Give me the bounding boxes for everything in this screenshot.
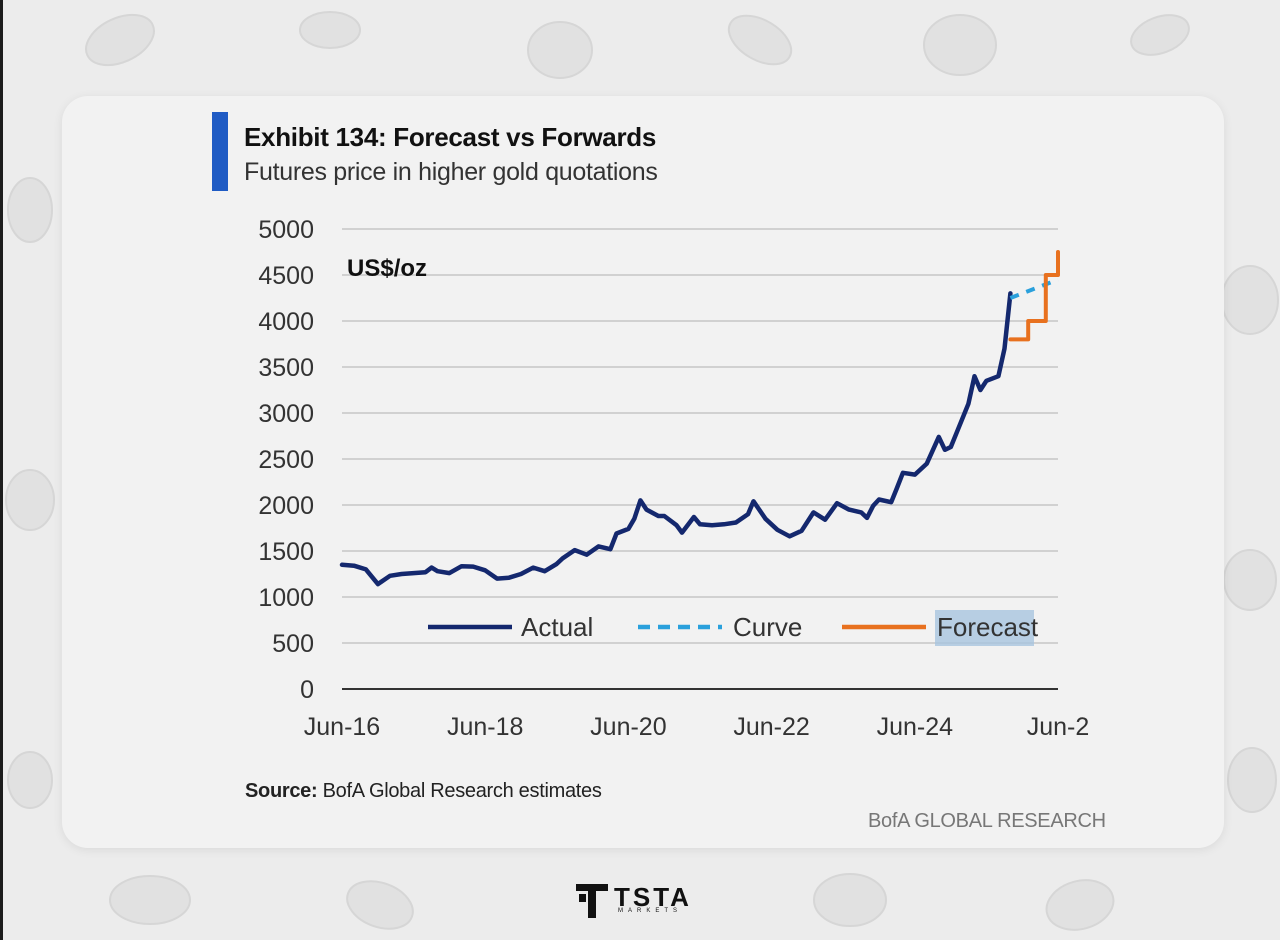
- source-label: Source:: [245, 780, 318, 802]
- x-tick-label: Jun-2: [1027, 713, 1090, 741]
- series-line-curve: [1009, 277, 1059, 300]
- y-tick-label: 4500: [258, 262, 314, 290]
- chart-title: Exhibit 134: Forecast vs Forwards: [244, 122, 657, 152]
- chart-subtitle: Futures price in higher gold quotations: [244, 158, 658, 186]
- x-tick-label: Jun-22: [733, 713, 809, 741]
- y-unit-label: US$/oz: [347, 255, 427, 282]
- y-tick-label: 2000: [258, 492, 314, 520]
- x-tick-label: Jun-24: [877, 713, 954, 741]
- logo-wordmark: TSTA: [614, 882, 692, 912]
- publisher-text: BofA GLOBAL RESEARCH: [868, 810, 1106, 832]
- series-line-actual: [339, 291, 1013, 587]
- x-tick-label: Jun-16: [304, 713, 380, 741]
- legend-label-curve: Curve: [733, 612, 802, 642]
- x-tick-label: Jun-20: [590, 713, 666, 741]
- series-line-forecast: [1008, 250, 1060, 342]
- legend-label-actual: Actual: [521, 612, 593, 642]
- y-tick-label: 3000: [258, 400, 314, 428]
- y-tick-label: 4000: [258, 308, 314, 336]
- y-tick-label: 3500: [258, 354, 314, 382]
- tsta-logo-icon: [576, 884, 608, 918]
- left-edge-bar: [0, 0, 3, 940]
- y-tick-label: 500: [272, 630, 314, 658]
- x-tick-label: Jun-18: [447, 713, 523, 741]
- accent-bar: [212, 112, 228, 191]
- source-note: Source: BofA Global Research estimates: [245, 780, 602, 803]
- logo-subtext: MARKETS: [618, 908, 683, 914]
- tsta-logo: TSTA MARKETS: [574, 880, 714, 920]
- y-tick-label: 1000: [258, 584, 314, 612]
- chart-card: [62, 96, 1224, 848]
- legend-highlight: [935, 610, 1034, 646]
- legend-label-forecast: Forecast: [937, 612, 1039, 642]
- y-tick-label: 1500: [258, 538, 314, 566]
- y-tick-label: 0: [300, 676, 314, 704]
- y-tick-label: 2500: [258, 446, 314, 474]
- source-text: BofA Global Research estimates: [322, 780, 602, 802]
- y-tick-label: 5000: [258, 216, 314, 244]
